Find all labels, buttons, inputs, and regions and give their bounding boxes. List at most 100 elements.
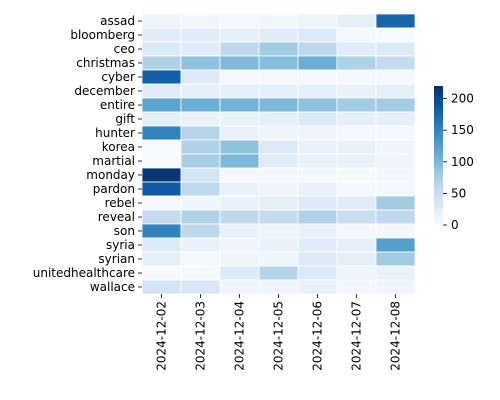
heatmap-cell-ceo-2024-12-03 — [180, 41, 221, 57]
heatmap-cell-son-2024-12-06 — [297, 223, 338, 239]
heatmap-cell-unitedhealthcare-2024-12-02 — [141, 265, 182, 281]
row-label-bloomberg: bloomberg — [70, 28, 135, 42]
heatmap-cell-hunter-2024-12-04 — [219, 125, 260, 141]
heatmap-cell-son-2024-12-05 — [258, 223, 299, 239]
heatmap-cell-december-2024-12-08 — [375, 83, 416, 99]
heatmap-cell-christmas-2024-12-06 — [297, 55, 338, 71]
heatmap-cell-syria-2024-12-06 — [297, 237, 338, 253]
heatmap-cell-monday-2024-12-08 — [375, 167, 416, 183]
row-label-unitedhealthcare: unitedhealthcare — [33, 266, 135, 280]
heatmap-cell-syria-2024-12-07 — [336, 237, 377, 253]
heatmap-cell-reveal-2024-12-07 — [336, 209, 377, 225]
heatmap-cell-assad-2024-12-03 — [180, 13, 221, 29]
heatmap-cell-martial-2024-12-07 — [336, 153, 377, 169]
heatmap-cell-monday-2024-12-05 — [258, 167, 299, 183]
heatmap-cell-assad-2024-12-05 — [258, 13, 299, 29]
heatmap-cell-syrian-2024-12-05 — [258, 251, 299, 267]
heatmap-cell-assad-2024-12-04 — [219, 13, 260, 29]
heatmap-cell-wallace-2024-12-05 — [258, 279, 299, 295]
heatmap-cell-korea-2024-12-04 — [219, 139, 260, 155]
colorbar-tick-label: 0 — [451, 218, 459, 232]
heatmap-cell-syrian-2024-12-04 — [219, 251, 260, 267]
heatmap-cell-hunter-2024-12-07 — [336, 125, 377, 141]
heatmap-cell-reveal-2024-12-08 — [375, 209, 416, 225]
heatmap-cell-korea-2024-12-03 — [180, 139, 221, 155]
heatmap-cell-martial-2024-12-06 — [297, 153, 338, 169]
heatmap-cell-cyber-2024-12-02 — [141, 69, 182, 85]
heatmap-cell-unitedhealthcare-2024-12-05 — [258, 265, 299, 281]
heatmap-cell-monday-2024-12-02 — [141, 167, 182, 183]
heatmap-cell-bloomberg-2024-12-06 — [297, 27, 338, 43]
heatmap-cell-christmas-2024-12-05 — [258, 55, 299, 71]
heatmap-cell-ceo-2024-12-04 — [219, 41, 260, 57]
heatmap-cell-son-2024-12-07 — [336, 223, 377, 239]
colorbar-tick-label: 100 — [451, 155, 474, 169]
heatmap-cell-cyber-2024-12-04 — [219, 69, 260, 85]
heatmap-cell-syrian-2024-12-02 — [141, 251, 182, 267]
heatmap-cell-gift-2024-12-02 — [141, 111, 182, 127]
row-label-reveal: reveal — [98, 210, 135, 224]
heatmap-cell-syria-2024-12-05 — [258, 237, 299, 253]
heatmap-cell-monday-2024-12-06 — [297, 167, 338, 183]
heatmap-cell-entire-2024-12-08 — [375, 97, 416, 113]
heatmap-cell-bloomberg-2024-12-03 — [180, 27, 221, 43]
row-label-wallace: wallace — [90, 280, 135, 294]
heatmap-cell-ceo-2024-12-06 — [297, 41, 338, 57]
heatmap-cell-martial-2024-12-03 — [180, 153, 221, 169]
heatmap-cell-december-2024-12-06 — [297, 83, 338, 99]
heatmap-cell-rebel-2024-12-02 — [141, 195, 182, 211]
column-label-2024-12-02: 2024-12-02 — [155, 301, 169, 371]
heatmap-cell-korea-2024-12-06 — [297, 139, 338, 155]
heatmap-cell-reveal-2024-12-03 — [180, 209, 221, 225]
heatmap-cell-hunter-2024-12-08 — [375, 125, 416, 141]
row-label-christmas: christmas — [76, 56, 135, 70]
heatmap-cell-korea-2024-12-05 — [258, 139, 299, 155]
heatmap-cell-pardon-2024-12-07 — [336, 181, 377, 197]
heatmap-cell-assad-2024-12-06 — [297, 13, 338, 29]
heatmap-cell-christmas-2024-12-04 — [219, 55, 260, 71]
colorbar-tick-label: 200 — [451, 92, 474, 106]
heatmap-cell-december-2024-12-02 — [141, 83, 182, 99]
row-label-martial: martial — [92, 154, 135, 168]
heatmap-cell-rebel-2024-12-06 — [297, 195, 338, 211]
row-label-pardon: pardon — [93, 182, 135, 196]
column-label-2024-12-04: 2024-12-04 — [233, 301, 247, 371]
row-label-korea: korea — [102, 140, 135, 154]
heatmap-cell-son-2024-12-08 — [375, 223, 416, 239]
heatmap-cell-hunter-2024-12-06 — [297, 125, 338, 141]
heatmap-cell-hunter-2024-12-02 — [141, 125, 182, 141]
heatmap-cell-korea-2024-12-08 — [375, 139, 416, 155]
row-labels: assadbloombergceochristmascyberdecembere… — [33, 14, 142, 294]
heatmap-cell-entire-2024-12-02 — [141, 97, 182, 113]
heatmap-cell-entire-2024-12-03 — [180, 97, 221, 113]
heatmap-cell-monday-2024-12-04 — [219, 167, 260, 183]
heatmap-cell-martial-2024-12-04 — [219, 153, 260, 169]
heatmap-cell-entire-2024-12-07 — [336, 97, 377, 113]
heatmap-cell-gift-2024-12-05 — [258, 111, 299, 127]
row-label-hunter: hunter — [95, 126, 135, 140]
heatmap-cell-ceo-2024-12-07 — [336, 41, 377, 57]
heatmap-cell-pardon-2024-12-02 — [141, 181, 182, 197]
heatmap-cell-wallace-2024-12-03 — [180, 279, 221, 295]
heatmap-cell-wallace-2024-12-07 — [336, 279, 377, 295]
heatmap-cell-christmas-2024-12-07 — [336, 55, 377, 71]
heatmap-cell-reveal-2024-12-05 — [258, 209, 299, 225]
heatmap-cell-christmas-2024-12-03 — [180, 55, 221, 71]
heatmap-cell-rebel-2024-12-07 — [336, 195, 377, 211]
heatmap-cell-wallace-2024-12-02 — [141, 279, 182, 295]
row-label-gift: gift — [115, 112, 135, 126]
column-label-2024-12-06: 2024-12-06 — [311, 301, 325, 371]
heatmap-cell-gift-2024-12-07 — [336, 111, 377, 127]
heatmap-cell-december-2024-12-04 — [219, 83, 260, 99]
heatmap-cell-syria-2024-12-03 — [180, 237, 221, 253]
heatmap-cell-ceo-2024-12-05 — [258, 41, 299, 57]
heatmap-cell-syria-2024-12-04 — [219, 237, 260, 253]
row-label-rebel: rebel — [105, 196, 135, 210]
heatmap-cell-syrian-2024-12-06 — [297, 251, 338, 267]
column-labels: 2024-12-02 2024-12-03 2024-12-04 2024-12-05… — [155, 294, 403, 371]
row-label-son: son — [114, 224, 135, 238]
heatmap-cell-bloomberg-2024-12-04 — [219, 27, 260, 43]
column-label-2024-12-08: 2024-12-08 — [389, 301, 403, 371]
colorbar-tick-label: 50 — [451, 186, 466, 200]
heatmap-cell-bloomberg-2024-12-07 — [336, 27, 377, 43]
